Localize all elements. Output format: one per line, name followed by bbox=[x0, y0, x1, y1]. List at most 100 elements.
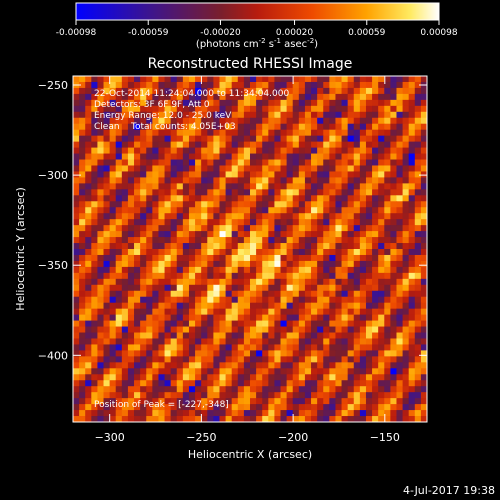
heatmap-cell bbox=[384, 362, 391, 369]
heatmap-cell bbox=[396, 87, 404, 95]
heatmap-cell bbox=[292, 207, 300, 214]
heatmap-cell bbox=[188, 81, 196, 89]
heatmap-cell bbox=[414, 326, 422, 334]
heatmap-cell bbox=[195, 296, 202, 304]
heatmap-cell bbox=[372, 326, 379, 334]
heatmap-cell bbox=[372, 177, 379, 184]
heatmap-cell bbox=[164, 284, 172, 292]
heatmap-cell bbox=[402, 249, 410, 256]
heatmap-cell bbox=[347, 368, 355, 375]
heatmap-cell bbox=[176, 344, 184, 352]
heatmap-cell bbox=[176, 87, 184, 95]
heatmap-cell bbox=[79, 386, 86, 393]
heatmap-cell bbox=[91, 386, 99, 393]
heatmap-cell bbox=[127, 350, 135, 357]
heatmap-cell bbox=[250, 260, 257, 268]
heatmap-cell bbox=[219, 320, 227, 328]
heatmap-cell bbox=[243, 302, 251, 310]
heatmap-cell bbox=[268, 344, 276, 352]
heatmap-cell bbox=[225, 410, 233, 417]
heatmap-cell bbox=[201, 111, 208, 119]
heatmap-cell bbox=[317, 219, 324, 226]
heatmap-cell bbox=[390, 111, 398, 119]
heatmap-cell bbox=[256, 374, 263, 381]
heatmap-cell bbox=[317, 410, 324, 417]
heatmap-cell bbox=[231, 398, 239, 405]
heatmap-cell bbox=[317, 189, 324, 196]
heatmap-cell bbox=[256, 99, 263, 107]
heatmap-cell bbox=[201, 332, 208, 340]
heatmap-cell bbox=[176, 76, 184, 83]
heatmap-cell bbox=[85, 159, 92, 167]
heatmap-cell bbox=[91, 117, 99, 125]
heatmap-cell bbox=[164, 278, 172, 286]
heatmap-cell bbox=[396, 117, 404, 125]
heatmap-cell bbox=[231, 249, 239, 256]
heatmap-cell bbox=[85, 404, 92, 411]
heatmap-cell bbox=[134, 165, 141, 173]
heatmap-cell bbox=[390, 404, 398, 411]
heatmap-cell bbox=[317, 153, 324, 161]
heatmap-cell bbox=[85, 249, 92, 256]
heatmap-cell bbox=[396, 93, 404, 101]
heatmap-cell bbox=[390, 201, 398, 208]
heatmap-cell bbox=[396, 368, 404, 375]
heatmap-cell bbox=[280, 362, 288, 369]
heatmap-cell bbox=[134, 260, 141, 268]
heatmap-cell bbox=[176, 380, 184, 387]
heatmap-cell bbox=[408, 344, 416, 352]
heatmap-cell bbox=[121, 123, 129, 131]
heatmap-cell bbox=[237, 326, 245, 334]
heatmap-cell bbox=[195, 308, 202, 316]
heatmap-cell bbox=[365, 392, 373, 399]
heatmap-cell bbox=[170, 141, 178, 149]
heatmap-cell bbox=[127, 105, 135, 113]
heatmap-cell bbox=[347, 243, 355, 250]
heatmap-cell bbox=[304, 362, 312, 369]
heatmap-cell bbox=[158, 380, 166, 387]
heatmap-cell bbox=[317, 225, 324, 232]
heatmap-cell bbox=[219, 117, 227, 125]
heatmap-cell bbox=[146, 93, 153, 101]
heatmap-cell bbox=[207, 147, 214, 155]
heatmap-cell bbox=[311, 416, 318, 422]
heatmap-cell bbox=[176, 141, 184, 149]
heatmap-cell bbox=[286, 129, 294, 137]
heatmap-cell bbox=[176, 386, 184, 393]
heatmap-cell bbox=[365, 183, 373, 190]
heatmap-cell bbox=[408, 189, 416, 196]
heatmap-cell bbox=[372, 141, 379, 149]
heatmap-cell bbox=[91, 213, 99, 220]
heatmap-cell bbox=[372, 183, 379, 190]
heatmap-cell bbox=[201, 362, 208, 369]
heatmap-cell bbox=[109, 290, 117, 298]
heatmap-cell bbox=[164, 332, 172, 340]
heatmap-cell bbox=[396, 392, 404, 399]
heatmap-cell bbox=[213, 326, 221, 334]
heatmap-cell bbox=[219, 141, 227, 149]
heatmap-cell bbox=[207, 76, 214, 83]
heatmap-cell bbox=[304, 308, 312, 316]
heatmap-cell bbox=[347, 416, 355, 422]
heatmap-cell bbox=[85, 302, 92, 310]
heatmap-cell bbox=[109, 284, 117, 292]
heatmap-cell bbox=[85, 332, 92, 340]
heatmap-cell bbox=[414, 314, 422, 322]
heatmap-cell bbox=[134, 308, 141, 316]
heatmap-cell bbox=[365, 237, 373, 244]
heatmap-cell bbox=[231, 213, 239, 220]
heatmap-cell bbox=[91, 356, 99, 363]
heatmap-cell bbox=[231, 392, 239, 399]
heatmap-cell bbox=[121, 314, 129, 322]
heatmap-cell bbox=[268, 213, 276, 220]
heatmap-cell bbox=[188, 344, 196, 352]
heatmap-cell bbox=[158, 123, 166, 131]
heatmap-cell bbox=[274, 332, 282, 340]
heatmap-cell bbox=[176, 195, 184, 202]
heatmap-cell bbox=[195, 338, 202, 346]
heatmap-cell bbox=[182, 135, 190, 143]
heatmap-cell bbox=[262, 368, 269, 375]
heatmap-cell bbox=[91, 76, 99, 83]
heatmap-cell bbox=[158, 320, 166, 328]
heatmap-cell bbox=[347, 237, 355, 244]
